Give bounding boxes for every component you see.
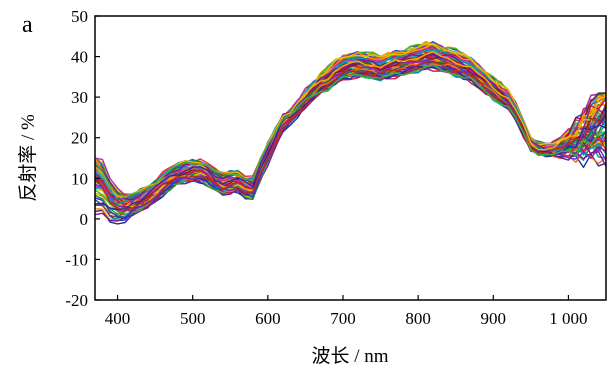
x-tick-label: 500 [180,309,206,328]
x-tick-label: 900 [481,309,507,328]
spectrum-line [95,65,606,211]
spectrum-line [95,53,606,201]
y-tick-label: 40 [71,48,88,67]
x-tick-label: 800 [405,309,431,328]
x-axis: 400 500 600 700 800 900 1 000 [105,295,588,328]
x-tick-label: 600 [255,309,281,328]
plot-frame [94,15,607,301]
x-tick-label: 400 [105,309,131,328]
y-tick-label: 10 [71,169,88,188]
panel-label: a [22,12,33,38]
y-axis: -20 -10 0 10 20 30 40 50 [65,7,100,310]
spectrum-line [95,51,606,198]
y-tick-label: 50 [71,7,88,26]
x-tick-label: 1 000 [549,309,587,328]
y-tick-label: 30 [71,88,88,107]
spectrum-line [95,60,606,211]
series-layer [95,41,606,225]
y-tick-label: -20 [65,291,88,310]
y-axis-label: 反射率 / % [17,114,39,202]
y-tick-label: 20 [71,129,88,148]
x-axis-label: 波长 / nm [311,345,388,367]
spectrum-line [95,64,606,197]
y-tick-label: 0 [80,210,89,229]
x-tick-label: 700 [330,309,356,328]
y-tick-label: -10 [65,250,88,269]
